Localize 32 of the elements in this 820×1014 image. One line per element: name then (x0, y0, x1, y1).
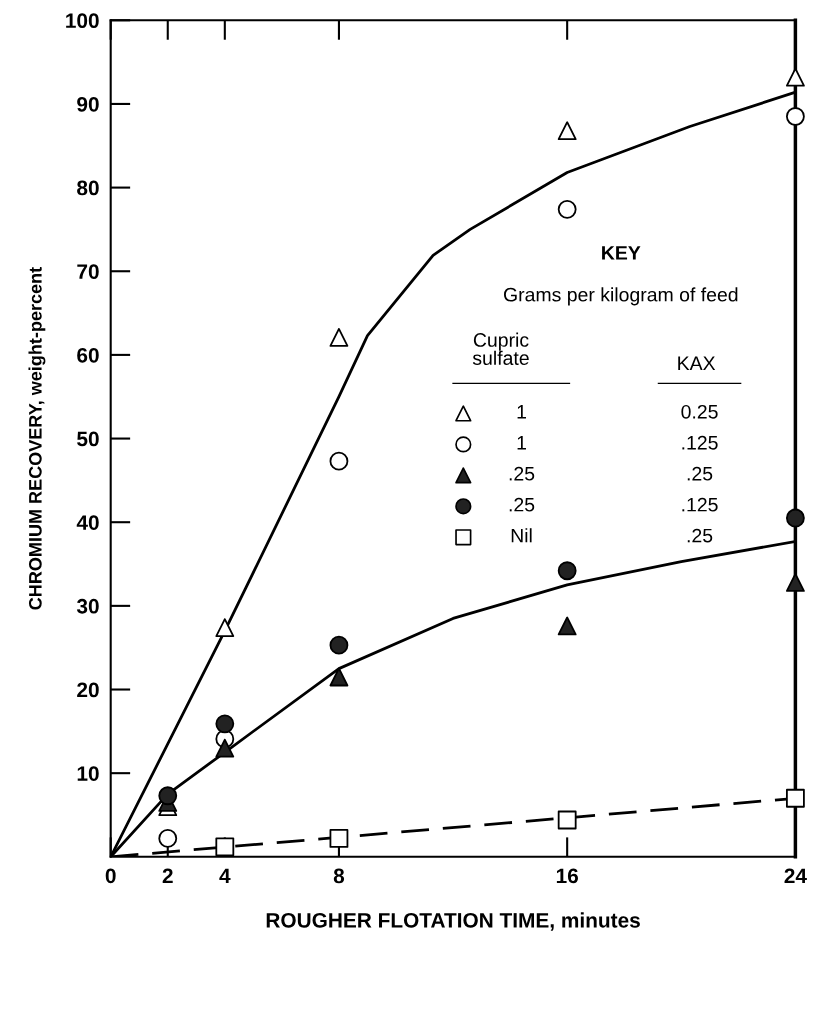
y-tick-label: 70 (77, 264, 99, 279)
y-tick-label: 50 (77, 431, 99, 447)
x-tick-label: 4 (219, 868, 231, 884)
annotation: Nil (511, 528, 532, 543)
y-tick-label: 10 (77, 766, 99, 781)
annotation: .25 (509, 497, 535, 512)
annotation: Grams per kilogram of feed (504, 287, 738, 306)
x-tick-label: 16 (556, 868, 578, 884)
annotation: .125 (682, 497, 718, 512)
x-tick-label: 8 (333, 868, 345, 884)
y-tick-label: 100 (66, 13, 99, 29)
y-tick-label: 40 (76, 515, 99, 530)
y-tick-label: 90 (77, 96, 99, 112)
annotation: 1 (517, 405, 526, 419)
x-tick-label: 24 (784, 868, 807, 884)
y-tick-label: 20 (77, 682, 99, 698)
annotation: .25 (687, 466, 713, 481)
annotation: .25 (509, 466, 535, 481)
annotation: KEY (602, 246, 641, 260)
annotation: 0.25 (681, 404, 718, 419)
y-tick-label: 80 (77, 180, 99, 196)
x-axis-title: ROUGHER FLOTATION TIME, minutes (266, 912, 640, 931)
annotation: .125 (682, 435, 718, 450)
annotation: KAX (678, 356, 716, 370)
x-tick-label: 0 (105, 868, 116, 884)
annotation: .25 (687, 528, 713, 543)
y-tick-label: 60 (77, 347, 99, 363)
y-axis-title: CHROMIUM RECOVERY, weight-percent (28, 267, 46, 610)
annotation: Cupric sulfate (472, 332, 529, 365)
x-tick-label: 2 (162, 868, 173, 884)
annotation: 1 (517, 436, 526, 450)
y-tick-label: 30 (76, 598, 99, 614)
